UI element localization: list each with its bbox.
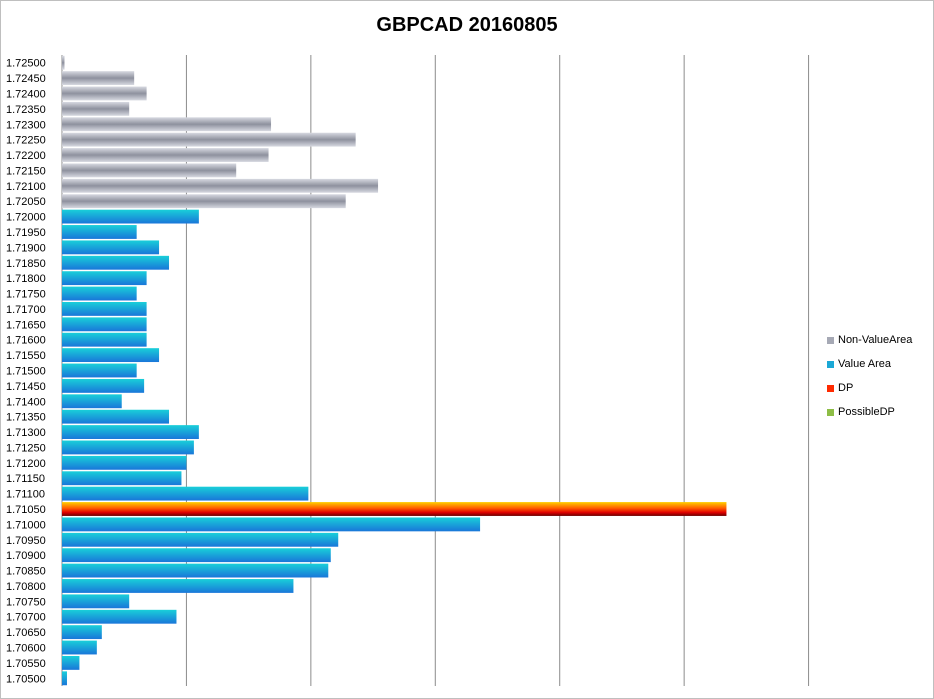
bar-non-valuearea-1.72150 (62, 163, 237, 178)
bar-value-area-1.71950 (62, 225, 137, 239)
bar-non-valuearea-1.72450 (62, 71, 135, 86)
bar-value-area-1.70750 (62, 594, 130, 609)
bar-value-area-1.70800 (62, 579, 294, 593)
y-tick-label: 1.70500 (6, 673, 46, 685)
y-tick-label: 1.72300 (6, 119, 46, 131)
y-tick-label: 1.71900 (6, 242, 46, 254)
y-tick-label: 1.70600 (6, 643, 46, 655)
bar-value-area-1.71500 (62, 363, 137, 378)
legend-item: DP (827, 376, 912, 400)
y-tick-label: 1.71850 (6, 258, 46, 270)
bar-value-area-1.70850 (62, 563, 329, 578)
bar-value-area-1.70950 (62, 532, 339, 547)
legend-item: Non-ValueArea (827, 328, 912, 352)
y-tick-label: 1.71750 (6, 289, 46, 301)
bar-value-area-1.71900 (62, 240, 160, 255)
y-tick-label: 1.72350 (6, 104, 46, 116)
y-tick-label: 1.70950 (6, 535, 46, 547)
y-tick-label: 1.72050 (6, 196, 46, 208)
bar-value-area-1.71600 (62, 332, 147, 347)
bar-value-area-1.70900 (62, 548, 331, 563)
bar-value-area-1.70550 (62, 655, 80, 670)
legend-label: DP (838, 382, 854, 394)
bar-non-valuearea-1.72050 (62, 194, 346, 209)
bar-value-area-1.71650 (62, 317, 147, 332)
y-tick-label: 1.71500 (6, 366, 46, 378)
y-tick-label: 1.71150 (6, 473, 45, 485)
bar-value-area-1.71200 (62, 455, 187, 470)
y-tick-label: 1.71300 (6, 427, 46, 439)
y-tick-label: 1.71950 (6, 227, 46, 239)
bar-value-area-1.71150 (62, 471, 182, 486)
bar-value-area-1.71400 (62, 394, 122, 409)
bar-dp-1.71050 (62, 502, 727, 516)
bar-non-valuearea-1.72500 (62, 55, 65, 70)
bar-value-area-1.71800 (62, 271, 147, 286)
y-tick-label: 1.71350 (6, 412, 46, 424)
y-tick-label: 1.70900 (6, 550, 46, 562)
legend-swatch (827, 384, 834, 392)
y-tick-label: 1.72250 (6, 135, 46, 147)
bar-value-area-1.71750 (62, 286, 137, 301)
bar-value-area-1.71850 (62, 255, 170, 270)
legend-label: Non-ValueArea (838, 334, 913, 346)
y-tick-label: 1.72150 (6, 165, 46, 177)
bar-value-area-1.71450 (62, 378, 145, 393)
y-tick-label: 1.71000 (6, 519, 46, 531)
y-tick-label: 1.71650 (6, 319, 46, 331)
y-tick-label: 1.71600 (6, 335, 46, 347)
y-tick-label: 1.72200 (6, 150, 46, 162)
y-tick-label: 1.72100 (6, 181, 46, 193)
bar-value-area-1.71350 (62, 409, 170, 424)
bar-value-area-1.70600 (62, 640, 97, 655)
y-tick-label: 1.70850 (6, 566, 46, 578)
bar-value-area-1.72000 (62, 209, 199, 224)
y-tick-label: 1.70550 (6, 658, 46, 670)
y-tick-label: 1.70750 (6, 596, 46, 608)
y-tick-label: 1.71100 (6, 489, 45, 501)
bar-non-valuearea-1.72400 (62, 86, 147, 101)
bar-value-area-1.70700 (62, 609, 177, 624)
y-tick-label: 1.71450 (6, 381, 46, 393)
legend: Non-ValueArea Value Area DP PossibleDP (827, 328, 912, 424)
legend-label: PossibleDP (838, 406, 895, 418)
bar-value-area-1.70650 (62, 625, 102, 640)
bar-non-valuearea-1.72250 (62, 132, 356, 147)
bar-value-area-1.71550 (62, 348, 160, 363)
legend-item: Value Area (827, 352, 912, 376)
y-tick-label: 1.71250 (6, 442, 46, 454)
bar-value-area-1.71250 (62, 440, 194, 455)
bar-value-area-1.71700 (62, 302, 147, 316)
y-tick-label: 1.71550 (6, 350, 46, 362)
y-tick-label: 1.70700 (6, 612, 46, 624)
legend-swatch (827, 336, 834, 344)
bar-non-valuearea-1.72100 (62, 178, 379, 193)
legend-item: PossibleDP (827, 400, 912, 424)
y-tick-label: 1.71200 (6, 458, 46, 470)
bar-value-area-1.71300 (62, 425, 199, 439)
y-tick-label: 1.70650 (6, 627, 46, 639)
legend-swatch (827, 360, 834, 368)
y-tick-label: 1.72400 (6, 88, 46, 100)
y-tick-label: 1.71050 (6, 504, 46, 516)
y-tick-label: 1.72450 (6, 73, 46, 85)
y-tick-label: 1.71700 (6, 304, 46, 316)
bar-value-area-1.71100 (62, 486, 309, 501)
bar-non-valuearea-1.72350 (62, 101, 130, 116)
y-tick-label: 1.72500 (6, 58, 46, 70)
legend-swatch (827, 408, 834, 416)
bar-value-area-1.71000 (62, 517, 481, 532)
y-tick-label: 1.71400 (6, 396, 46, 408)
bar-non-valuearea-1.72200 (62, 148, 269, 162)
chart-title: GBPCAD 20160805 (376, 14, 558, 36)
y-tick-label: 1.70800 (6, 581, 46, 593)
y-tick-label: 1.72000 (6, 212, 46, 224)
legend-label: Value Area (838, 358, 892, 370)
y-tick-label: 1.71800 (6, 273, 46, 285)
bar-non-valuearea-1.72300 (62, 117, 272, 132)
bar-value-area-1.70500 (62, 671, 67, 686)
